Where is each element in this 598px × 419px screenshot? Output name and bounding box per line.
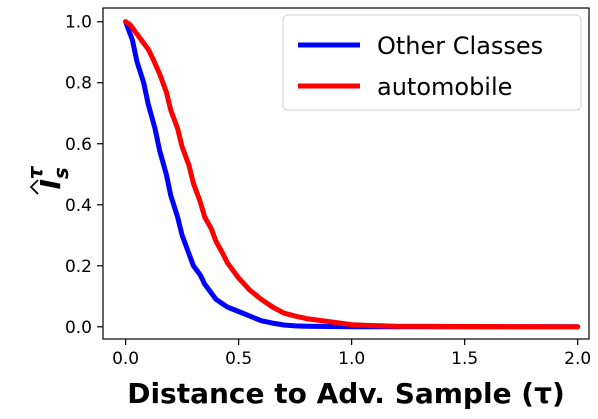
legend-label-other-classes: Other Classes: [377, 32, 543, 60]
x-tick-label: 0.0: [112, 349, 139, 369]
x-tick-label: 1.0: [338, 349, 365, 369]
y-tick-label: 0.0: [65, 318, 92, 338]
y-tick-label: 0.4: [65, 196, 92, 216]
y-tick-label: 0.2: [65, 257, 92, 277]
y-tick-label: 1.0: [65, 13, 92, 33]
y-axis-label: Isτ: [23, 165, 73, 195]
x-tick-label: 1.5: [451, 349, 478, 369]
series-line-other-classes: [123, 19, 581, 330]
y-axis-label-hat: [29, 179, 39, 195]
y-axis-label-sub: s: [49, 167, 73, 179]
y-axis-label-main: I: [34, 179, 67, 189]
legend-label-automobile: automobile: [377, 73, 512, 101]
x-tick-label: 2.0: [564, 349, 591, 369]
series-layer: [123, 19, 581, 330]
x-tick-label: 0.5: [225, 349, 252, 369]
y-axis-ticks: 0.0 0.2 0.4 0.6 0.8 1.0: [65, 13, 103, 338]
svg-text:Isτ: Isτ: [23, 165, 73, 189]
y-tick-label: 0.6: [65, 135, 92, 155]
x-axis-label: Distance to Adv. Sample (τ): [127, 377, 565, 410]
series-line-automobile: [123, 19, 581, 330]
legend: Other Classes automobile: [282, 14, 582, 111]
x-axis-ticks: 0.0 0.5 1.0 1.5 2.0: [112, 339, 591, 369]
y-tick-label: 0.8: [65, 74, 92, 94]
y-axis-label-sup: τ: [23, 165, 47, 179]
